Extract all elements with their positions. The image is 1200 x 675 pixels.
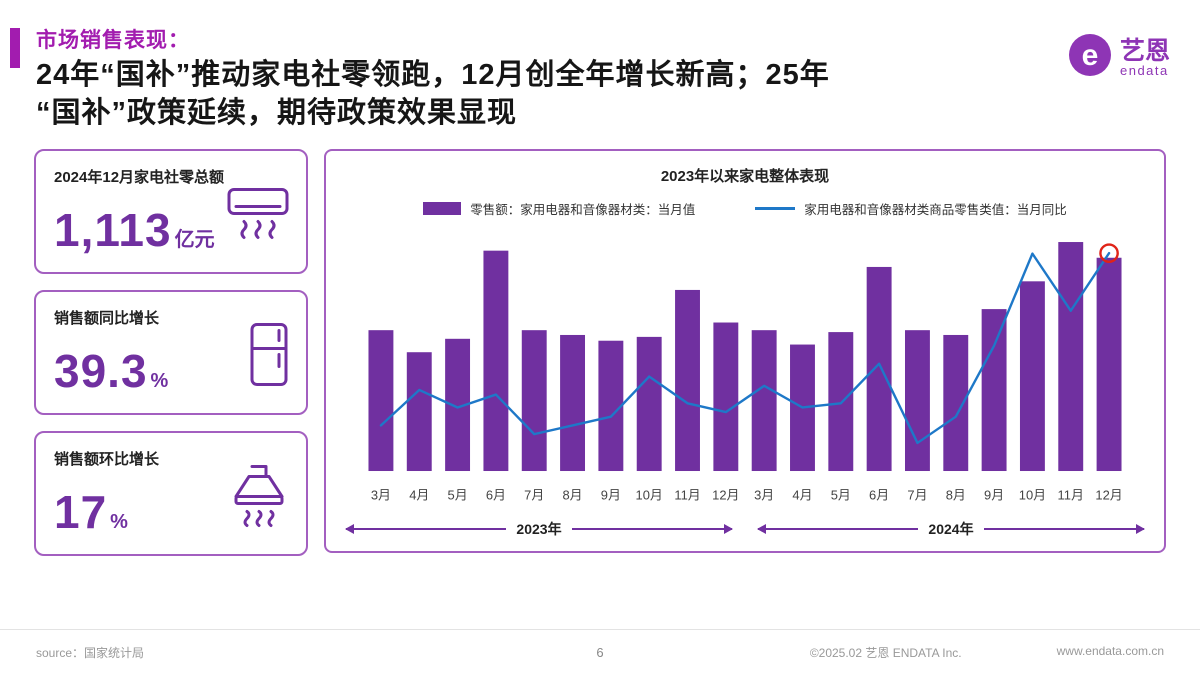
x-axis-label: 11月: [1058, 487, 1084, 502]
x-axis-label: 11月: [674, 487, 700, 502]
stat-card-mom: 销售额环比增长 17 %: [34, 430, 308, 556]
left-arrow-icon: [344, 523, 507, 534]
period-label: 2023年: [516, 520, 562, 537]
x-axis-label: 4月: [792, 487, 812, 502]
period-2024: 2024年: [756, 519, 1146, 539]
bar-2024-9月: [981, 308, 1007, 471]
x-axis-label: 6月: [869, 487, 889, 502]
stat-card-total: 2024年12月家电社零总额 1,113 亿元: [34, 148, 308, 274]
stat-label: 2024年12月家电社零总额: [54, 168, 225, 186]
bar-series-swatch: [423, 201, 462, 215]
legend-label-bar: 零售额：家用电器和音像器材类：当月值: [470, 202, 696, 217]
bar-2024-12月: [1096, 257, 1122, 471]
x-axis-label: 9月: [984, 487, 1004, 502]
source-note: source：国家统计局: [36, 646, 145, 660]
x-axis-label: 10月: [636, 487, 663, 502]
stat-value: 39.3: [54, 344, 148, 397]
period-label: 2024年: [928, 520, 974, 537]
x-axis-label: 6月: [486, 487, 506, 502]
right-arrow-icon: [571, 523, 734, 534]
period-axis: 2023年 2024年: [338, 519, 1152, 543]
chart-legend: 零售额：家用电器和音像器材类：当月值 家用电器和音像器材类商品零售类值：当月同比: [338, 199, 1152, 218]
chart-panel: 2023年以来家电整体表现 零售额：家用电器和音像器材类：当月值 家用电器和音像…: [324, 148, 1166, 553]
page-number: 6: [596, 645, 604, 660]
bar-2023-11月: [675, 289, 700, 471]
legend-item-bar: 零售额：家用电器和音像器材类：当月值: [423, 199, 695, 218]
page-title-line2: “国补”政策延续，期待政策效果显现: [36, 97, 518, 130]
range-hood-icon: [228, 462, 290, 533]
bar-line-chart: 3月 4月 5月 6月 7月 8月 9月 10月 11月 12月 3月 4月 5月 6月 7月 8月 9月 10月…: [368, 241, 1123, 502]
legend-item-line: 家用电器和音像器材类商品零售类值：当月同比: [755, 199, 1067, 218]
x-axis-label: 3月: [754, 487, 774, 502]
accent-bar: [10, 28, 20, 68]
bar-2023-9月: [598, 340, 624, 471]
page-title-line1: 24年“国补”推动家电社零领跑，12月创全年增长新高；25年: [36, 59, 830, 91]
bar-2024-5月: [828, 331, 854, 471]
refrigerator-icon: [248, 321, 290, 392]
bar-2024-10月: [1019, 280, 1045, 471]
x-axis-label: 7月: [524, 487, 544, 502]
x-axis-label: 7月: [907, 487, 927, 502]
x-axis-label: 3月: [371, 487, 391, 502]
x-axis-label: 8月: [562, 487, 582, 502]
section-kicker: 市场销售表现：: [36, 29, 190, 52]
endata-logo: e 艺恩 endata: [1067, 24, 1170, 83]
bar-2023-3月: [368, 329, 394, 471]
chart-title: 2023年以来家电整体表现: [660, 167, 830, 185]
website-url: www.endata.com.cn: [1056, 644, 1164, 658]
bar-2024-11月: [1058, 241, 1084, 471]
bar-2024-3月: [751, 329, 777, 471]
stat-card-yoy: 销售额同比增长 39.3 %: [34, 289, 308, 415]
stat-unit: %: [150, 369, 169, 392]
header: 市场销售表现： 24年“国补”推动家电社零领跑，12月创全年增长新高；25年 “…: [0, 0, 1200, 133]
logo-brand-cn: 艺恩: [1119, 36, 1170, 65]
right-arrow-icon: [983, 523, 1146, 534]
x-axis-label: 8月: [946, 487, 966, 502]
x-axis-label: 5月: [448, 487, 468, 502]
yoy-line: [379, 251, 1111, 444]
bar-2023-12月: [713, 322, 739, 471]
period-2023: 2023年: [344, 519, 734, 539]
x-axis-label: 12月: [1095, 487, 1122, 502]
bar-2023-8月: [560, 334, 586, 471]
stat-unit: %: [110, 510, 128, 533]
stat-value: 1,113: [54, 203, 172, 256]
stat-value: 17: [54, 485, 108, 538]
svg-text:e: e: [1082, 39, 1099, 72]
x-axis-label: 5月: [831, 487, 851, 502]
main-content: 2024年12月家电社零总额 1,113 亿元 销售额同比增长 39.3 %: [0, 133, 1200, 556]
stat-label: 销售额同比增长: [54, 309, 160, 327]
x-axis-label: 4月: [409, 487, 429, 502]
stat-unit: 亿元: [174, 228, 215, 251]
highlight-circle-annotation: [1099, 242, 1119, 263]
bar-2023-4月: [406, 351, 432, 471]
line-series-swatch: [755, 206, 796, 210]
bar-2024-7月: [904, 329, 930, 471]
bar-2023-6月: [483, 250, 509, 471]
x-axis-label: 9月: [601, 487, 621, 502]
bar-2023-7月: [521, 329, 547, 471]
logo-brand-en: endata: [1119, 62, 1169, 78]
page-title: 24年“国补”推动家电社零领跑，12月创全年增长新高；25年 “国补”政策延续，…: [36, 56, 830, 133]
copyright-text: ©2025.02 艺恩 ENDATA Inc.: [809, 646, 962, 660]
x-axis-label: 12月: [712, 487, 739, 502]
endata-logo-icon: e: [1067, 32, 1113, 83]
footer: source：国家统计局 6 ©2025.02 艺恩 ENDATA Inc. w…: [0, 629, 1200, 675]
x-axis-label: 10月: [1019, 487, 1046, 502]
stat-label: 销售额环比增长: [54, 450, 160, 468]
stats-column: 2024年12月家电社零总额 1,113 亿元 销售额同比增长 39.3 %: [34, 148, 308, 556]
left-arrow-icon: [756, 523, 919, 534]
bar-2023-10月: [636, 336, 662, 471]
bar-2024-6月: [866, 266, 892, 471]
air-conditioner-icon: [226, 185, 290, 246]
legend-label-line: 家用电器和音像器材类商品零售类值：当月同比: [804, 202, 1067, 217]
